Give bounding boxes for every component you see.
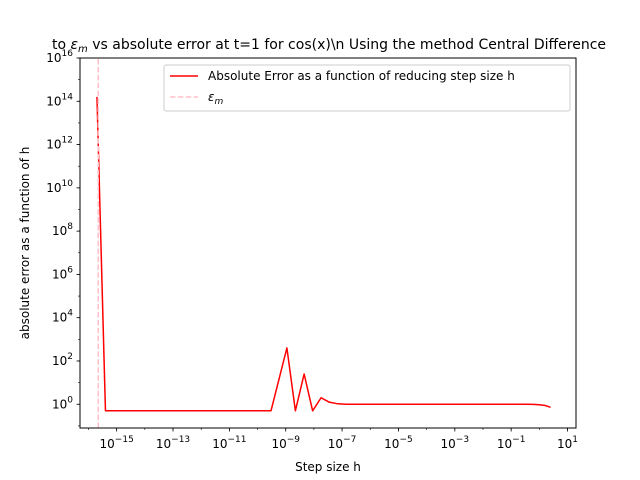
legend: Absolute Error as a function of reducing… [163,64,571,112]
series-absolute-error-line [96,96,551,412]
y-tick-label: 1016 [46,49,73,65]
chart-title: to εm vs absolute error at t=1 for cos(x… [52,37,606,55]
title-symbol: ε [70,37,78,53]
legend-box [163,64,571,112]
x-tick-label: 10−5 [384,435,413,451]
x-tick-label: 10−9 [271,435,300,451]
x-tick-label: 10−1 [497,435,526,451]
axes-frame [79,57,577,429]
x-axis-ticks: 10−15 10−13 10−11 10−9 10−7 10−5 10−3 10−1 101 [88,428,578,451]
y-tick-label: 1012 [46,136,73,152]
y-tick-label: 104 [52,309,73,325]
x-tick-label: 101 [557,435,578,451]
y-tick-label: 1010 [46,179,73,195]
x-tick-label: 10−13 [156,435,190,451]
x-tick-label: 10−3 [441,435,470,451]
legend-epsilon-symbol: ε [208,90,215,104]
y-axis-label: absolute error as a function of h [18,147,32,340]
title-prefix: to [52,37,71,53]
series-layer [96,58,551,428]
y-axis-ticks: 100 102 104 106 108 1010 1012 1014 1016 [46,49,80,427]
y-tick-label: 108 [52,222,73,238]
plot-area [79,57,577,429]
x-tick-label: 10−11 [212,435,246,451]
x-tick-label: 10−15 [100,435,134,451]
title-suffix: vs absolute error at t=1 for cos(x)\n Us… [88,37,606,53]
y-tick-label: 100 [52,395,73,411]
legend-label-error: Absolute Error as a function of reducing… [208,69,515,83]
legend-epsilon-sub: m [215,97,224,107]
x-tick-label: 10−7 [328,435,357,451]
legend-label-epsilon: εm [208,90,224,107]
y-tick-label: 1014 [46,92,73,108]
title-symbol-sub: m [78,44,88,55]
y-tick-label: 102 [52,352,73,368]
y-tick-label: 106 [52,265,73,281]
x-axis-label: Step size h [295,460,361,474]
